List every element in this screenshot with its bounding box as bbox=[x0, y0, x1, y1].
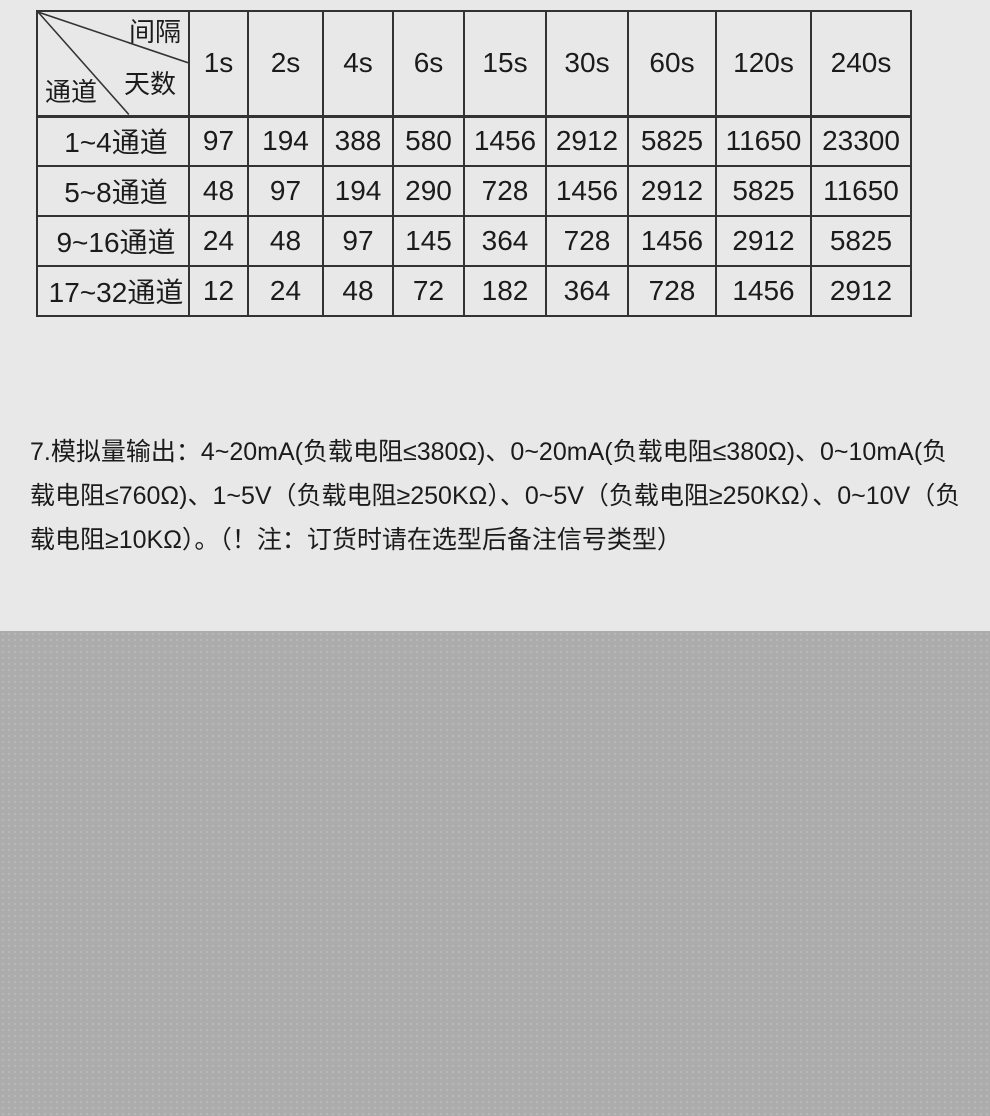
spec-paragraph-analog-output: 7.模拟量输出：4~20mA(负载电阻≤380Ω)、0~20mA(负载电阻≤38… bbox=[30, 438, 961, 554]
diagonal-divider-lines bbox=[39, 13, 187, 113]
table-cell: 364 bbox=[463, 215, 547, 267]
table-cell: 23300 bbox=[810, 115, 912, 167]
column-header-60s: 60s bbox=[627, 10, 717, 118]
table-cell: 728 bbox=[463, 165, 547, 217]
table-cell: 2912 bbox=[545, 115, 629, 167]
table-row-ch1-4: 1~4通道 97 194 388 580 1456 2912 5825 1165… bbox=[36, 115, 912, 167]
column-header-2s: 2s bbox=[247, 10, 324, 118]
table-cell: 388 bbox=[322, 115, 394, 167]
table-row-ch9-16: 9~16通道 24 48 97 145 364 728 1456 2912 58… bbox=[36, 215, 912, 267]
table-cell: 182 bbox=[463, 265, 547, 317]
table-cell: 5825 bbox=[810, 215, 912, 267]
table-cell: 5825 bbox=[715, 165, 812, 217]
table-cell: 290 bbox=[392, 165, 465, 217]
table-cell: 194 bbox=[247, 115, 324, 167]
column-header-4s: 4s bbox=[322, 10, 394, 118]
table-cell: 5825 bbox=[627, 115, 717, 167]
corner-channel-label: 通道 bbox=[45, 77, 98, 107]
table-cell: 24 bbox=[247, 265, 324, 317]
table-cell: 97 bbox=[322, 215, 394, 267]
table-cell: 728 bbox=[627, 265, 717, 317]
table-row-ch17-32: 17~32通道 12 24 48 72 182 364 728 1456 291… bbox=[36, 265, 912, 317]
column-header-240s: 240s bbox=[810, 10, 912, 118]
table-cell: 580 bbox=[392, 115, 465, 167]
column-header-15s: 15s bbox=[463, 10, 547, 118]
table-cell: 11650 bbox=[810, 165, 912, 217]
table-cell: 1456 bbox=[715, 265, 812, 317]
table-cell: 145 bbox=[392, 215, 465, 267]
row-label: 17~32通道 bbox=[36, 265, 190, 317]
column-header-120s: 120s bbox=[715, 10, 812, 118]
table-header-row: 间隔 天数 通道 1s 2s 4s 6s 15s 30s 60s 120s 24… bbox=[36, 10, 912, 118]
table-cell: 2912 bbox=[810, 265, 912, 317]
column-header-1s: 1s bbox=[188, 10, 249, 118]
diagonal-header-cell: 间隔 天数 通道 bbox=[36, 10, 190, 118]
table-cell: 2912 bbox=[627, 165, 717, 217]
table-cell: 1456 bbox=[627, 215, 717, 267]
record-capacity-table: 间隔 天数 通道 1s 2s 4s 6s 15s 30s 60s 120s 24… bbox=[36, 10, 912, 317]
column-header-30s: 30s bbox=[545, 10, 629, 118]
table-cell: 48 bbox=[322, 265, 394, 317]
table-cell: 48 bbox=[188, 165, 249, 217]
column-header-6s: 6s bbox=[392, 10, 465, 118]
table-cell: 48 bbox=[247, 215, 324, 267]
corner-days-label: 天数 bbox=[124, 69, 177, 99]
table-cell: 12 bbox=[188, 265, 249, 317]
grayed-out-region bbox=[0, 631, 990, 1116]
table-cell: 2912 bbox=[715, 215, 812, 267]
table-cell: 97 bbox=[188, 115, 249, 167]
row-label: 1~4通道 bbox=[36, 115, 190, 167]
table-cell: 72 bbox=[392, 265, 465, 317]
table-cell: 1456 bbox=[463, 115, 547, 167]
table-cell: 11650 bbox=[715, 115, 812, 167]
table-cell: 24 bbox=[188, 215, 249, 267]
corner-interval-label: 间隔 bbox=[128, 17, 181, 47]
table-cell: 1456 bbox=[545, 165, 629, 217]
row-label: 9~16通道 bbox=[36, 215, 190, 267]
table-row-ch5-8: 5~8通道 48 97 194 290 728 1456 2912 5825 1… bbox=[36, 165, 912, 217]
table-cell: 194 bbox=[322, 165, 394, 217]
table-cell: 364 bbox=[545, 265, 629, 317]
table-cell: 728 bbox=[545, 215, 629, 267]
table-cell: 97 bbox=[247, 165, 324, 217]
row-label: 5~8通道 bbox=[36, 165, 190, 217]
